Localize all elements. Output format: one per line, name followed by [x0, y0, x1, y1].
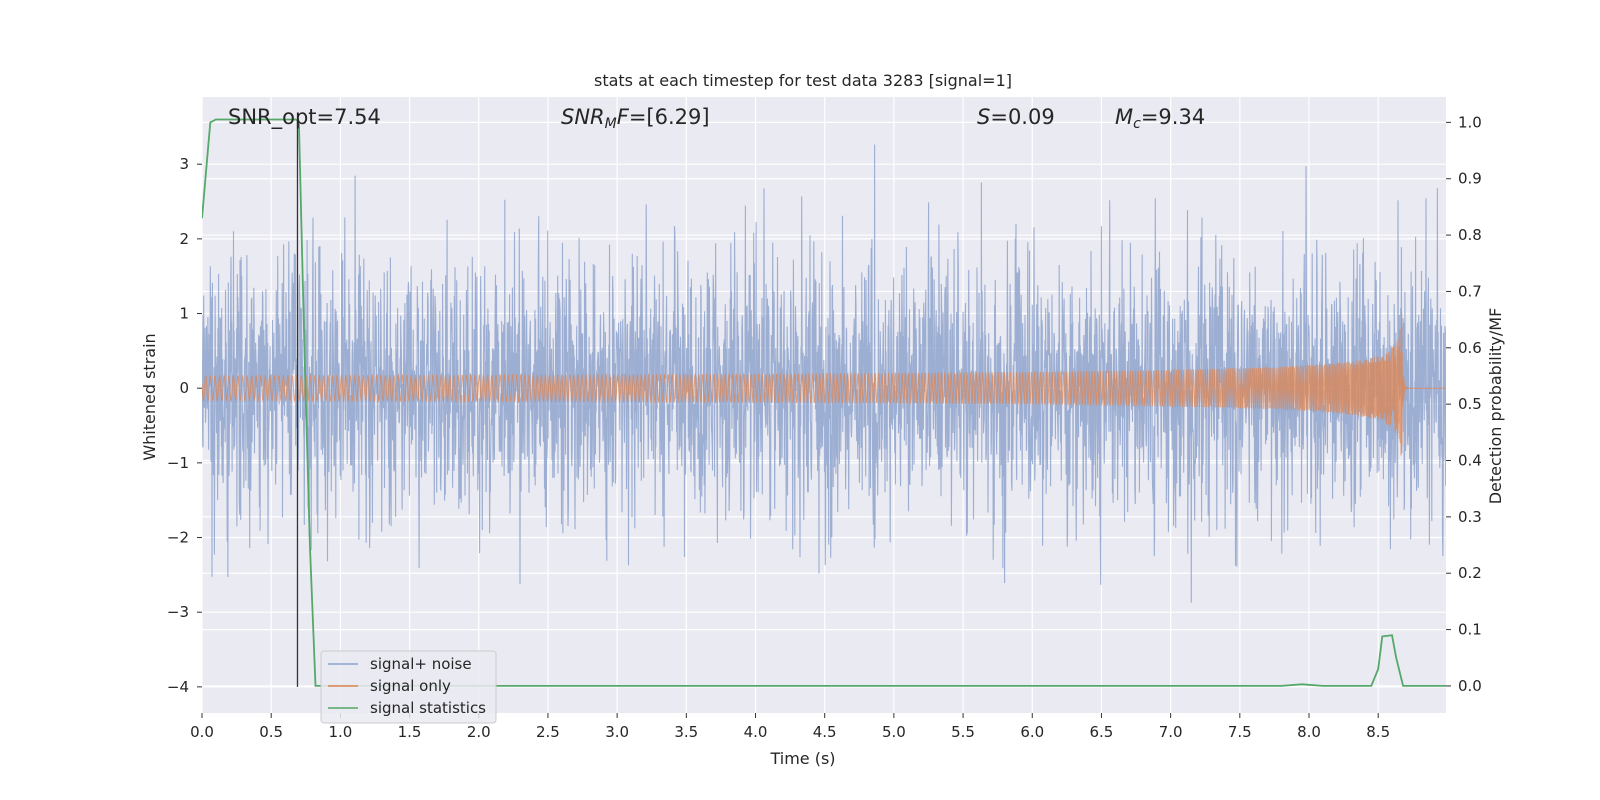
y2-tick-label: 0.2 [1458, 564, 1482, 582]
chart-title: stats at each timestep for test data 328… [594, 71, 1012, 90]
y-tick-label: −3 [167, 603, 189, 621]
y2-tick-label: 1.0 [1458, 113, 1482, 131]
mc-value: =9.34 [1141, 105, 1205, 129]
y-axis-left: 3 2 1 0 −1 −2 −3 −4 [167, 155, 202, 696]
x-tick-label: 2.0 [467, 723, 491, 741]
y2-tick-label: 0.4 [1458, 452, 1482, 470]
y-tick-label: 1 [179, 305, 189, 323]
y2-tick-label: 0.1 [1458, 621, 1482, 639]
x-tick-label: 3.5 [674, 723, 698, 741]
y2-tick-label: 0.3 [1458, 508, 1482, 526]
x-tick-label: 7.5 [1228, 723, 1252, 741]
series-line-signal-noise [202, 144, 1446, 603]
y2-tick-label: 0.7 [1458, 282, 1482, 300]
y-axis-label-right: Detection probability/MF [1486, 308, 1505, 505]
y2-tick-label: 0.6 [1458, 339, 1482, 357]
x-tick-label: 0.5 [259, 723, 283, 741]
y2-tick-label: 0.9 [1458, 170, 1482, 188]
x-tick-label: 4.5 [813, 723, 837, 741]
annotation-mc: Mc=9.34 [1115, 105, 1205, 132]
x-tick-label: 1.0 [328, 723, 352, 741]
annotation-s: S=0.09 [977, 105, 1055, 129]
x-tick-label: 1.5 [398, 723, 422, 741]
x-tick-label: 8.0 [1297, 723, 1321, 741]
x-tick-label: 5.0 [882, 723, 906, 741]
x-tick-label: 2.5 [536, 723, 560, 741]
mc-symbol: M [1115, 105, 1133, 129]
snr-mf-mid: F [617, 105, 630, 129]
x-tick-label: 6.0 [1020, 723, 1044, 741]
mc-subscript: c [1133, 116, 1141, 132]
series-line-signal-statistics [202, 118, 1446, 687]
x-axis: 0.0 0.5 1.0 1.5 2.0 2.5 3.0 3.5 4.0 4.5 5.0 5.5 6.0 6… [190, 713, 1390, 741]
x-tick-label: 3.0 [605, 723, 629, 741]
x-axis-label: Time (s) [769, 749, 835, 768]
legend-label-signal-statistics: signal statistics [370, 699, 486, 717]
legend-label-signal-only: signal only [370, 677, 451, 695]
snr-mf-subscript: M [605, 116, 617, 132]
legend-box [320, 650, 497, 724]
x-tick-label: 6.5 [1090, 723, 1114, 741]
y-tick-label: −2 [167, 529, 189, 547]
y2-tick-label: 0.8 [1458, 226, 1482, 244]
y2-tick-label: 0.0 [1458, 677, 1482, 695]
x-tick-label: 5.5 [951, 723, 975, 741]
s-value: =0.09 [990, 105, 1054, 129]
y-axis-label: Whitened strain [140, 333, 159, 460]
x-tick-label: 0.0 [190, 723, 214, 741]
snr-mf-prefix: SNR [561, 105, 605, 129]
y-axis-right: 1.0 0.9 0.8 0.7 0.6 0.5 0.4 0.3 0.2 0.1 0.0 [1446, 113, 1482, 695]
annotation-snr-mf: SNRMF=[6.29] [561, 105, 710, 132]
y-tick-label: 0 [179, 379, 189, 397]
x-tick-label: 4.0 [744, 723, 768, 741]
snr-mf-value: =[6.29] [629, 105, 710, 129]
annotation-snr-opt: SNR_opt=7.54 [228, 105, 381, 130]
x-tick-label: 8.5 [1366, 723, 1390, 741]
series-line-signal-only [202, 312, 1446, 456]
y-tick-label: 3 [179, 155, 189, 173]
y-tick-label: 2 [179, 230, 189, 248]
plot-series [202, 118, 1446, 687]
x-tick-label: 7.0 [1159, 723, 1183, 741]
y-tick-label: −1 [167, 454, 189, 472]
y2-tick-label: 0.5 [1458, 395, 1482, 413]
y-tick-label: −4 [167, 678, 189, 696]
legend: signal+ noise signal only signal statist… [320, 650, 497, 724]
legend-label-signal-noise: signal+ noise [370, 655, 472, 673]
s-symbol: S [977, 105, 990, 129]
